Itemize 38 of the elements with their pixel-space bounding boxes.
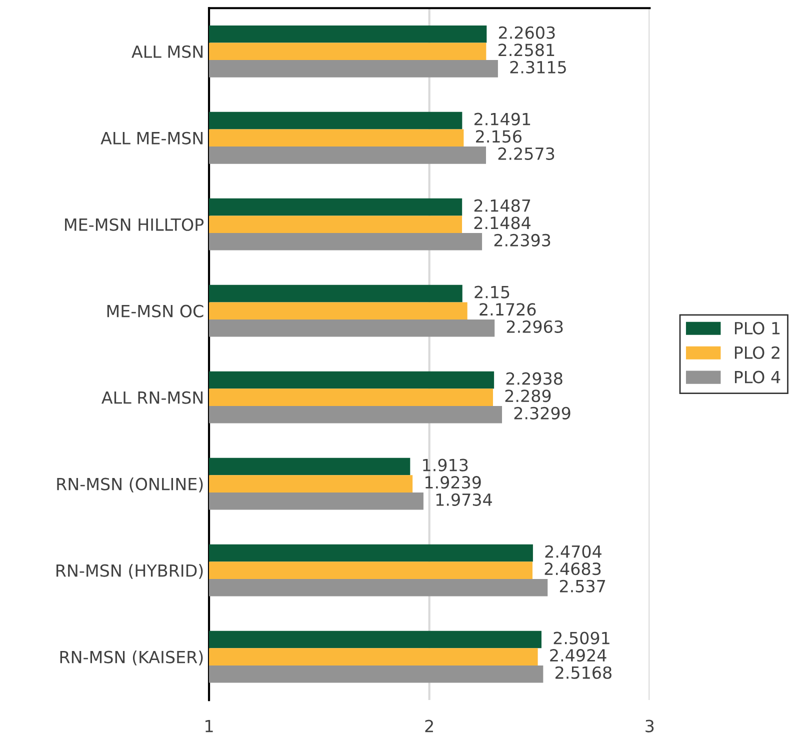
data-label: 1.9239: [426, 476, 481, 489]
data-label: 2.289: [505, 390, 551, 402]
y-tick-label: ME-MSN HILLTOP: [65, 218, 204, 231]
data-label: 2.5091: [554, 632, 610, 644]
y-tick-label: ALL MSN: [132, 45, 203, 58]
legend-label: PLO 1: [734, 322, 780, 334]
data-label: 2.1484: [474, 216, 531, 230]
data-label: 2.2581: [498, 44, 554, 56]
x-tick-label: 3: [646, 720, 654, 732]
y-tick-label: RN-MSN (ONLINE): [57, 478, 203, 492]
data-label: 2.1487: [474, 199, 530, 212]
data-label: 2.2963: [506, 320, 563, 333]
x-tick-label: 2: [425, 720, 433, 732]
data-label: 2.2393: [494, 234, 550, 246]
x-tick-label: 1: [206, 720, 213, 732]
y-tick-label: RN-MSN (KAISER): [60, 650, 203, 666]
data-label: 2.2603: [499, 26, 555, 39]
data-label: 2.15: [474, 286, 510, 298]
data-label: 2.5168: [556, 666, 612, 679]
data-label: 2.2573: [498, 147, 554, 160]
data-label: 2.3299: [514, 406, 570, 420]
data-label: 2.156: [476, 130, 522, 143]
y-tick-label: ALL ME-MSN: [100, 132, 203, 144]
data-label: 1.9734: [436, 493, 492, 506]
data-label: 2.4683: [544, 562, 601, 576]
y-tick-label: RN-MSN (HYBRID): [56, 564, 203, 579]
legend-label: PLO 4: [734, 370, 780, 384]
data-label: 2.4704: [545, 545, 602, 558]
data-label: 2.537: [560, 580, 606, 592]
data-label: 2.1726: [480, 303, 536, 316]
data-label: 2.1491: [474, 112, 530, 126]
legend-label: PLO 2: [734, 346, 780, 359]
y-tick-label: ALL RN-MSN: [102, 391, 203, 404]
data-label: 2.4924: [550, 649, 606, 662]
y-tick-label: ME-MSN OC: [107, 304, 204, 318]
data-label: 2.3115: [510, 60, 566, 74]
data-label: 2.2938: [506, 372, 562, 385]
data-label: 1.913: [423, 458, 468, 472]
